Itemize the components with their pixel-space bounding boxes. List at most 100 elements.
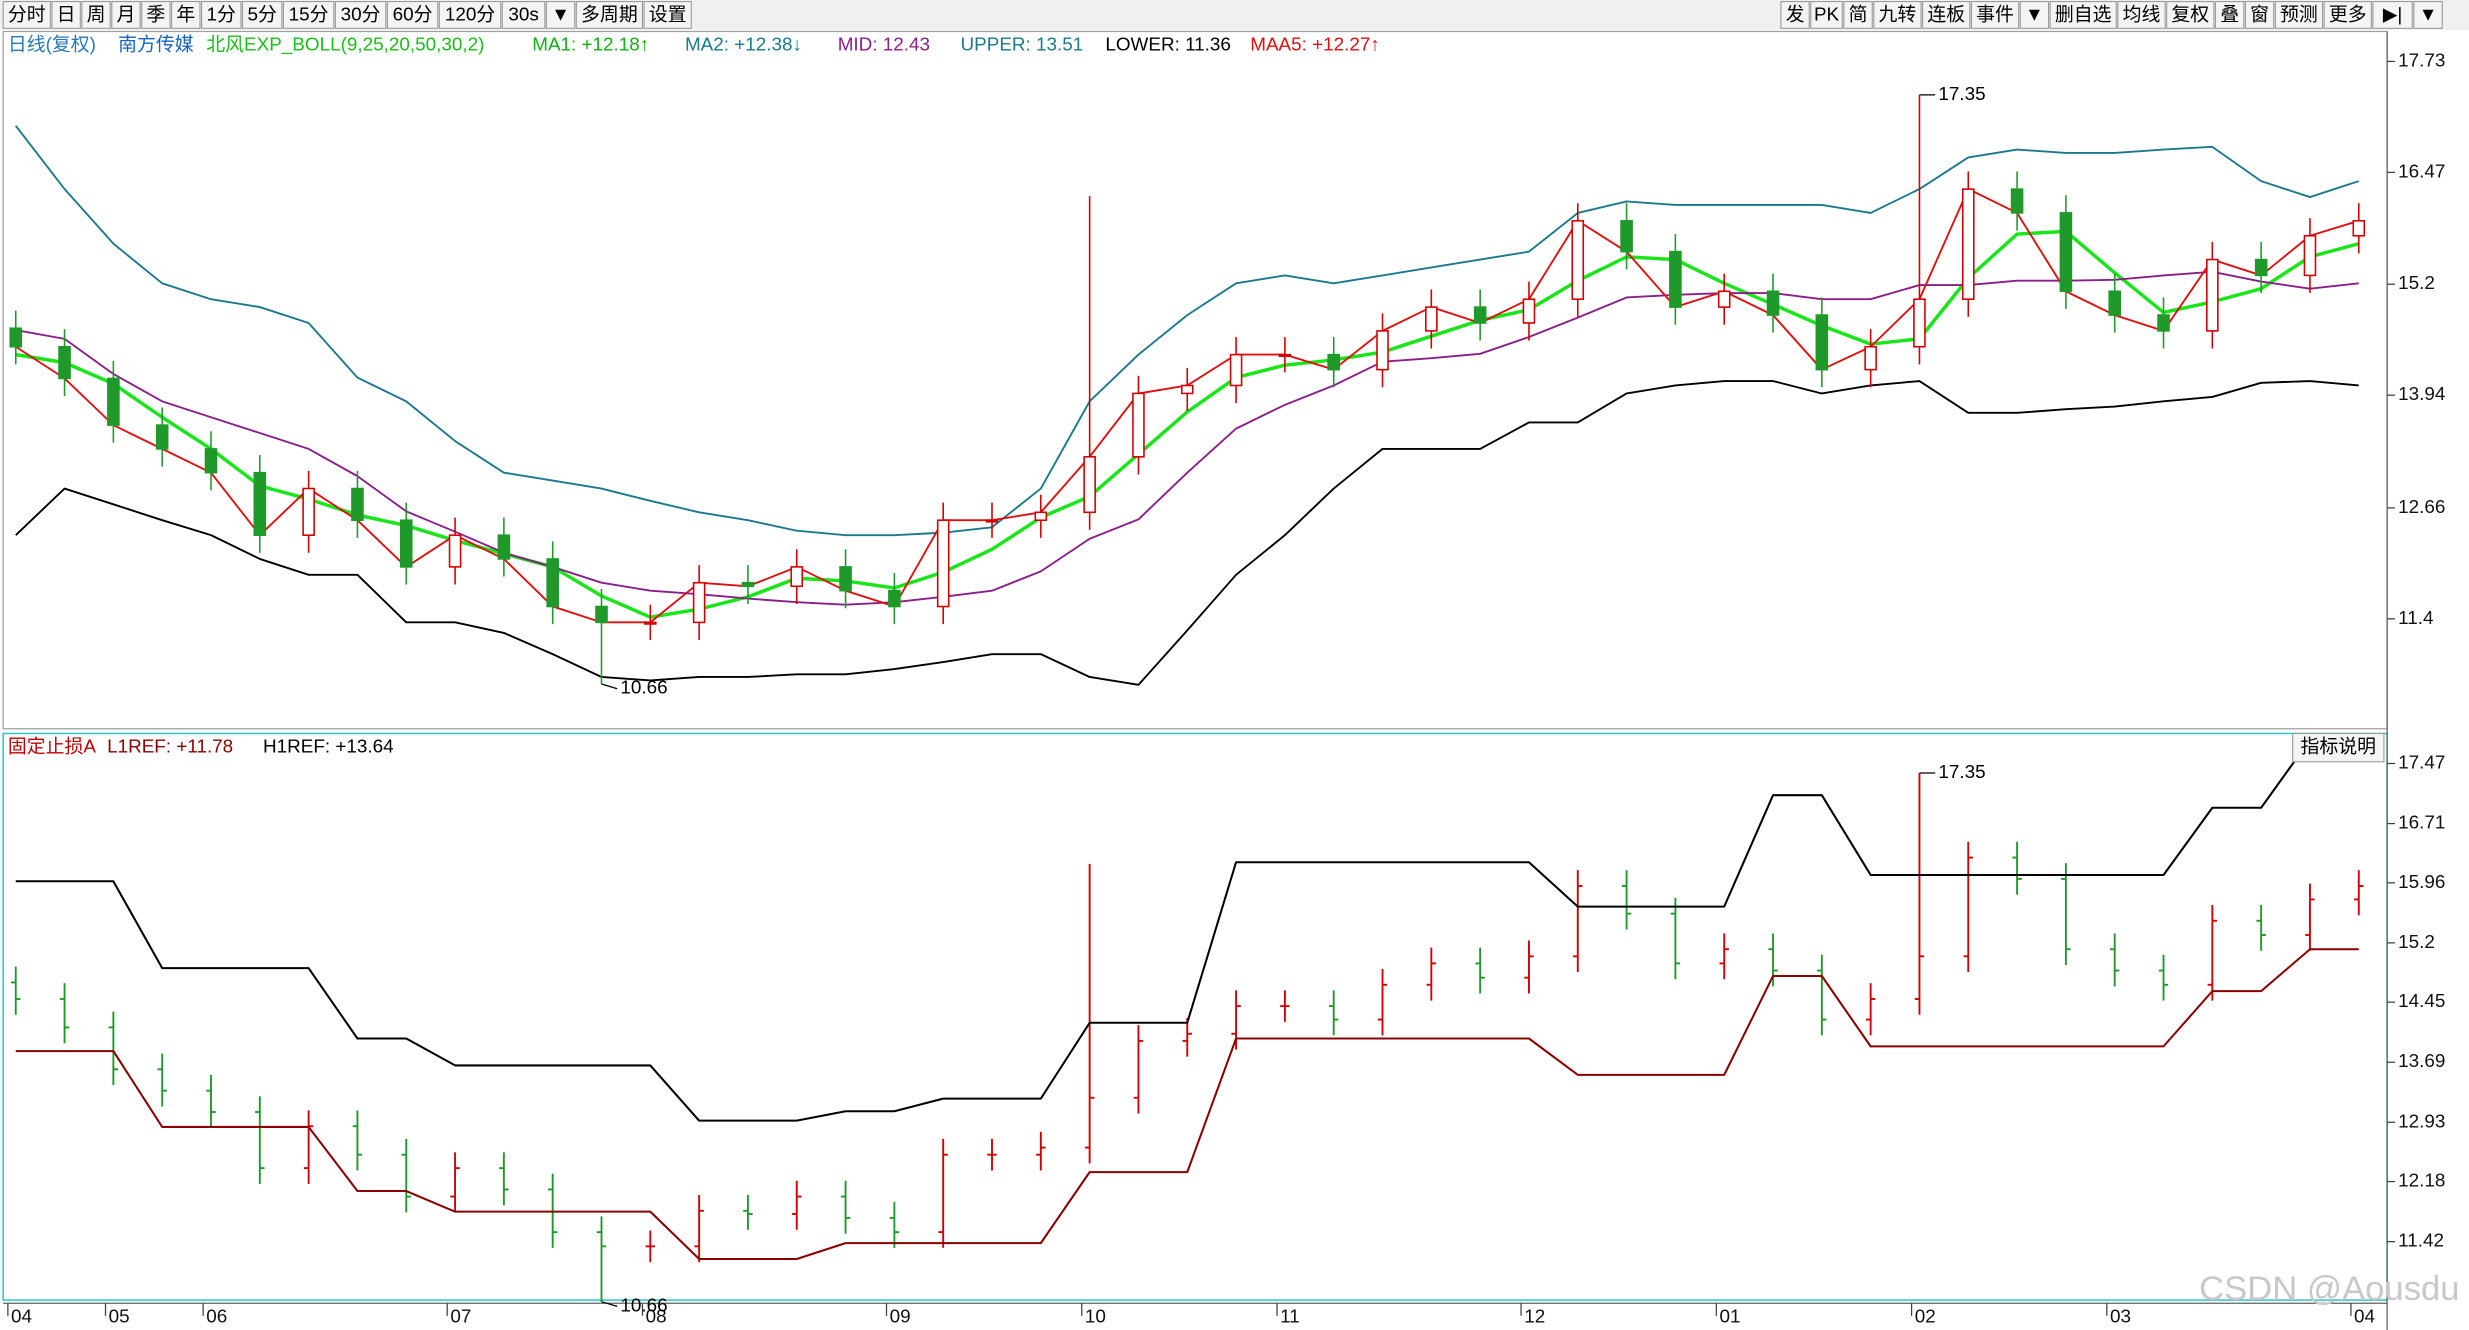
button-face[interactable] — [2244, 1, 2275, 29]
toolbar-button[interactable]: 窗 — [2244, 1, 2275, 29]
button-label[interactable]: ▶| — [2383, 5, 2402, 26]
toolbar-button[interactable]: 事件 — [1970, 1, 2020, 29]
button-label[interactable]: 30分 — [341, 4, 381, 26]
toolbar-button[interactable]: 120分 — [438, 1, 502, 29]
button-face[interactable] — [111, 1, 141, 29]
button-face[interactable] — [1970, 1, 2020, 29]
toolbar-button[interactable]: 预测 — [2274, 1, 2324, 29]
toolbar-button[interactable]: ▼ — [545, 1, 576, 29]
button-label[interactable]: 15分 — [289, 4, 329, 26]
toolbar-button[interactable]: 1分 — [200, 1, 242, 29]
button-face[interactable] — [2274, 1, 2324, 29]
button-face[interactable] — [2214, 1, 2245, 29]
toolbar-button[interactable]: 九转 — [1873, 1, 1922, 29]
button-label[interactable]: 预测 — [2280, 4, 2318, 26]
help-button[interactable]: 指标说明 — [2292, 732, 2385, 763]
button-label[interactable]: 5分 — [247, 4, 277, 26]
toolbar-button[interactable]: 30分 — [334, 1, 387, 29]
button-label[interactable]: ▼ — [551, 5, 570, 26]
button-label[interactable]: 60分 — [393, 4, 433, 26]
button-face[interactable] — [643, 1, 692, 29]
button-face[interactable] — [1843, 1, 1873, 29]
button-label[interactable]: 周 — [87, 5, 106, 26]
button-face[interactable] — [545, 1, 576, 29]
toolbar-button[interactable]: ▼ — [2019, 1, 2050, 29]
toolbar-button[interactable]: 连板 — [1922, 1, 1971, 29]
button-face[interactable] — [81, 1, 111, 29]
toolbar-button[interactable]: 年 — [171, 1, 201, 29]
button-face[interactable] — [2372, 1, 2413, 29]
button-label[interactable]: 多周期 — [581, 4, 638, 26]
button-label[interactable]: 分时 — [8, 4, 46, 26]
button-face[interactable] — [575, 1, 643, 29]
toolbar-button[interactable]: 5分 — [241, 1, 283, 29]
toolbar-button[interactable]: 15分 — [282, 1, 335, 29]
button-label[interactable]: 更多 — [2329, 4, 2367, 26]
button-face[interactable] — [438, 1, 502, 29]
toolbar-button[interactable]: 30s — [501, 1, 546, 29]
toolbar-button[interactable]: 简 — [1843, 1, 1873, 29]
toolbar-button[interactable]: 复权 — [2166, 1, 2215, 29]
button-label[interactable]: 发 — [1786, 4, 1805, 26]
toolbar-button[interactable]: 叠 — [2214, 1, 2245, 29]
button-label[interactable]: 简 — [1849, 4, 1868, 26]
legend-entry: 日线(复权) — [8, 34, 96, 56]
button-label[interactable]: 1分 — [207, 4, 237, 26]
button-face[interactable] — [501, 1, 546, 29]
button-label[interactable]: 九转 — [1879, 4, 1917, 26]
button-face[interactable] — [2323, 1, 2372, 29]
button-face[interactable] — [1810, 1, 1843, 29]
button-label[interactable]: 月 — [117, 5, 136, 26]
button-label[interactable]: 叠 — [2220, 4, 2239, 26]
button-label[interactable]: 季 — [146, 4, 165, 26]
button-label[interactable]: 事件 — [1976, 4, 2014, 26]
toolbar-button[interactable]: ▼ — [2413, 1, 2443, 29]
button-label[interactable]: PK — [1814, 5, 1840, 26]
toolbar-button[interactable]: 删自选 — [2049, 1, 2117, 29]
toolbar-button[interactable]: 均线 — [2117, 1, 2166, 29]
button-label[interactable]: 年 — [176, 4, 195, 26]
button-face[interactable] — [171, 1, 201, 29]
button-face[interactable] — [2117, 1, 2166, 29]
button-label[interactable]: 设置 — [649, 4, 687, 26]
button-face[interactable] — [51, 1, 81, 29]
button-face[interactable] — [2413, 1, 2443, 29]
button-face[interactable] — [386, 1, 439, 29]
toolbar-button[interactable]: PK — [1810, 1, 1843, 29]
toolbar-button[interactable]: 季 — [141, 1, 171, 29]
button-label[interactable]: ▼ — [2419, 5, 2438, 26]
button-face[interactable] — [1780, 1, 1810, 29]
button-face[interactable] — [2166, 1, 2215, 29]
button-label[interactable]: 均线 — [2123, 4, 2161, 26]
toolbar-button[interactable]: 周 — [81, 1, 111, 29]
button-label[interactable]: 指标说明 — [2301, 736, 2377, 758]
button-face[interactable] — [282, 1, 335, 29]
button-label[interactable]: 连板 — [1927, 4, 1965, 26]
toolbar-button[interactable]: 月 — [111, 1, 141, 29]
button-face[interactable] — [2, 1, 51, 29]
button-face[interactable] — [2019, 1, 2050, 29]
button-label[interactable]: 120分 — [445, 4, 496, 26]
button-face[interactable] — [2049, 1, 2117, 29]
toolbar-button[interactable]: 设置 — [643, 1, 692, 29]
button-face[interactable] — [1873, 1, 1922, 29]
button-label[interactable]: 删自选 — [2055, 4, 2112, 26]
toolbar-button[interactable]: 分时 — [2, 1, 51, 29]
toolbar-button[interactable]: 多周期 — [575, 1, 643, 29]
button-label[interactable]: 30s — [508, 5, 538, 26]
button-face[interactable] — [334, 1, 387, 29]
toolbar-button[interactable]: ▶| — [2372, 1, 2413, 29]
button-face[interactable] — [241, 1, 283, 29]
toolbar-button[interactable]: 日 — [51, 1, 81, 29]
button-label[interactable]: 日 — [57, 5, 76, 26]
button-face[interactable] — [200, 1, 242, 29]
button-label[interactable]: 窗 — [2250, 4, 2269, 26]
button-face[interactable] — [1922, 1, 1971, 29]
toolbar-button[interactable]: 发 — [1780, 1, 1810, 29]
button-label[interactable]: 复权 — [2171, 4, 2209, 26]
toolbar-button[interactable]: 更多 — [2323, 1, 2372, 29]
toolbar-button[interactable]: 60分 — [386, 1, 439, 29]
button-face[interactable] — [2292, 732, 2385, 763]
button-label[interactable]: ▼ — [2025, 5, 2044, 26]
button-face[interactable] — [141, 1, 171, 29]
